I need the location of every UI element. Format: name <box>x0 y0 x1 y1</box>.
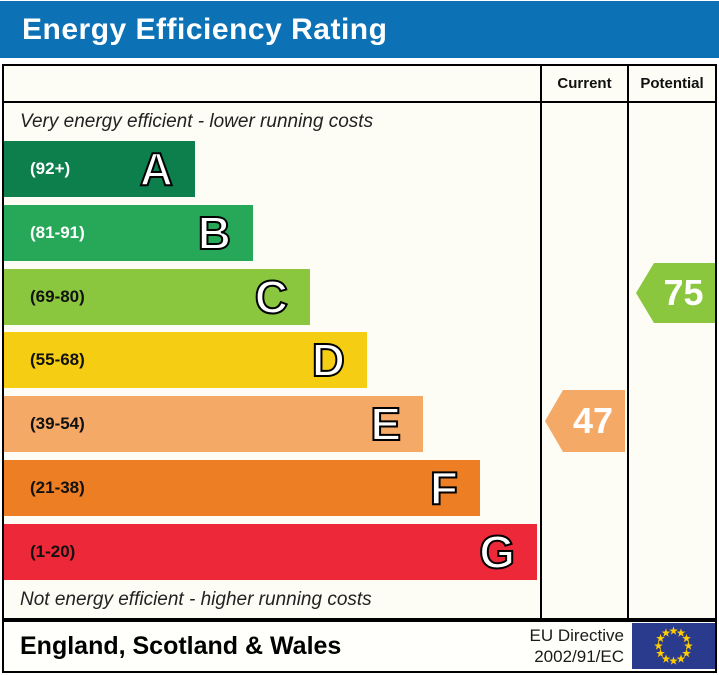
bottom-note: Not energy efficient - higher running co… <box>20 589 372 610</box>
band-row-c: (69-80) C <box>4 269 310 325</box>
band-letter: D <box>311 334 346 386</box>
band-range-label: (55-68) <box>30 350 85 369</box>
band-row-a: (92+) A <box>4 141 195 197</box>
band-range-label: (69-80) <box>30 287 85 306</box>
band-range-label: (39-54) <box>30 414 85 433</box>
band-range-label: (21-38) <box>30 478 85 497</box>
band-row-d: (55-68) D <box>4 332 367 388</box>
top-note: Very energy efficient - lower running co… <box>20 111 374 132</box>
band-letter: B <box>197 207 232 259</box>
eu-directive-line1: EU Directive <box>529 626 624 645</box>
page-title: Energy Efficiency Rating <box>22 12 388 46</box>
band-letter: G <box>478 526 516 578</box>
eu-directive-text: EU Directive 2002/91/EC <box>530 625 624 667</box>
column-header-potential: Potential <box>640 75 704 92</box>
band-letter: C <box>254 271 289 323</box>
header-divider <box>4 101 715 103</box>
potential-rating-arrow: 75 <box>636 263 715 323</box>
column-header-current: Current <box>557 75 612 92</box>
band-row-f: (21-38) F <box>4 460 480 516</box>
current-rating-value: 47 <box>572 400 614 441</box>
band-range-label: (1-20) <box>30 542 76 561</box>
band-range-label: (81-91) <box>30 223 85 242</box>
band-row-b: (81-91) B <box>4 205 253 261</box>
rating-table: Current Potential Very energy efficient … <box>2 64 717 620</box>
band-range-label: (92+) <box>30 159 71 178</box>
eu-flag-icon <box>632 623 715 669</box>
band-letter: E <box>369 398 402 450</box>
band-row-g: (1-20) G <box>4 524 537 580</box>
column-divider-potential <box>627 66 629 618</box>
band-row-e: (39-54) E <box>4 396 423 452</box>
band-letter: F <box>429 462 459 514</box>
footer: England, Scotland & Wales EU Directive 2… <box>2 620 717 673</box>
current-rating-arrow: 47 <box>545 390 625 452</box>
band-letter: A <box>139 143 174 195</box>
title-bar: Energy Efficiency Rating <box>0 1 719 58</box>
region-label: England, Scotland & Wales <box>20 632 342 660</box>
eu-directive-line2: 2002/91/EC <box>534 647 624 666</box>
column-divider-current <box>540 66 542 618</box>
potential-rating-value: 75 <box>663 272 704 313</box>
